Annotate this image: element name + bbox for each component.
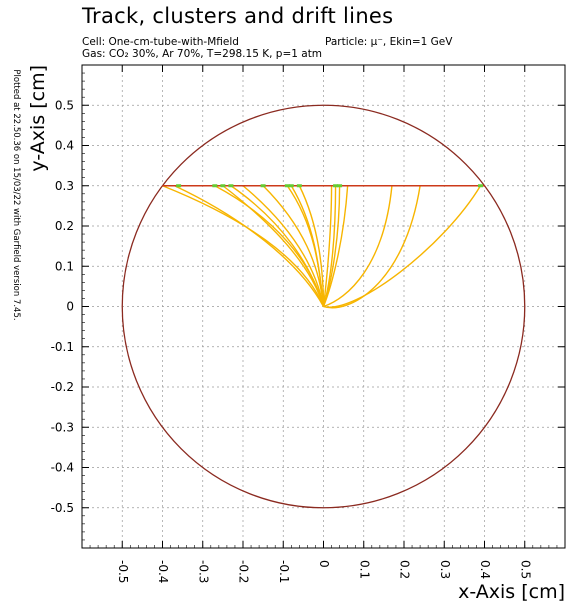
y-tick-label: 0.5 [55,98,74,112]
x-tick-label: -0.1 [277,560,291,583]
drift-line [242,185,325,307]
y-tick-label: -0.1 [51,340,74,354]
x-tick-label: -0.5 [116,560,130,583]
drift-line [323,185,482,308]
y-tick-label: -0.4 [51,461,74,475]
x-tick-label: 0.3 [438,560,452,579]
y-tick-label: 0.2 [55,219,74,233]
y-tick-label: -0.3 [51,420,74,434]
cluster-marker [333,184,339,188]
drift-line [323,185,421,309]
cluster-marker [228,184,234,188]
cluster-layer [176,184,483,188]
drift-layer [162,185,482,309]
cell-info: Cell: One-cm-tube-with-Mfield [82,36,239,48]
cluster-marker [260,184,266,188]
tube-layer [121,104,526,509]
cluster-marker [288,184,294,188]
particle-info: Particle: μ⁻, Ekin=1 GeV [325,36,453,48]
x-tick-label: -0.4 [156,560,170,583]
x-tick-label: 0 [317,560,331,568]
cluster-marker [176,184,182,188]
cluster-marker [296,184,302,188]
x-tick-label: -0.2 [237,560,251,583]
cluster-marker [212,184,218,188]
x-tick-label: -0.3 [196,560,210,583]
drift-line [298,185,325,307]
y-tick-label: 0.4 [55,139,74,153]
y-axis-title: y-Axis [cm] [27,65,49,172]
cluster-marker [337,184,343,188]
drift-line [322,185,333,307]
cluster-marker [477,184,483,188]
drift-line [230,185,325,307]
label-layer: -0.5 -0.4 -0.3 -0.2 -0.1 0 0.1 0.2 0.3 0.4 0.5 -0.5… [51,98,533,583]
x-tick-label: 0.2 [398,560,412,579]
tick-layer [81,64,566,549]
y-tick-label: 0 [66,300,74,314]
cluster-marker [284,184,290,188]
drift-line [323,185,393,308]
x-axis-title: x-Axis [cm] [458,581,565,602]
y-tick-label: -0.5 [51,501,74,515]
y-tick-label: 0.1 [55,259,74,273]
gas-info: Gas: CO₂ 30%, Ar 70%, T=298.15 K, p=1 at… [82,48,323,60]
cluster-marker [220,184,226,188]
drift-line [174,185,325,307]
x-tick-label: 0.5 [518,560,532,579]
y-tick-label: 0.3 [55,179,74,193]
drift-line [322,185,349,307]
x-tick-label: 0.1 [357,560,371,579]
tube-wall [121,104,526,509]
x-tick-label: 0.4 [478,560,492,579]
drift-line [162,185,325,307]
y-tick-label: -0.2 [51,380,74,394]
plot-title: Track, clusters and drift lines [82,4,394,28]
drift-line [290,185,325,307]
